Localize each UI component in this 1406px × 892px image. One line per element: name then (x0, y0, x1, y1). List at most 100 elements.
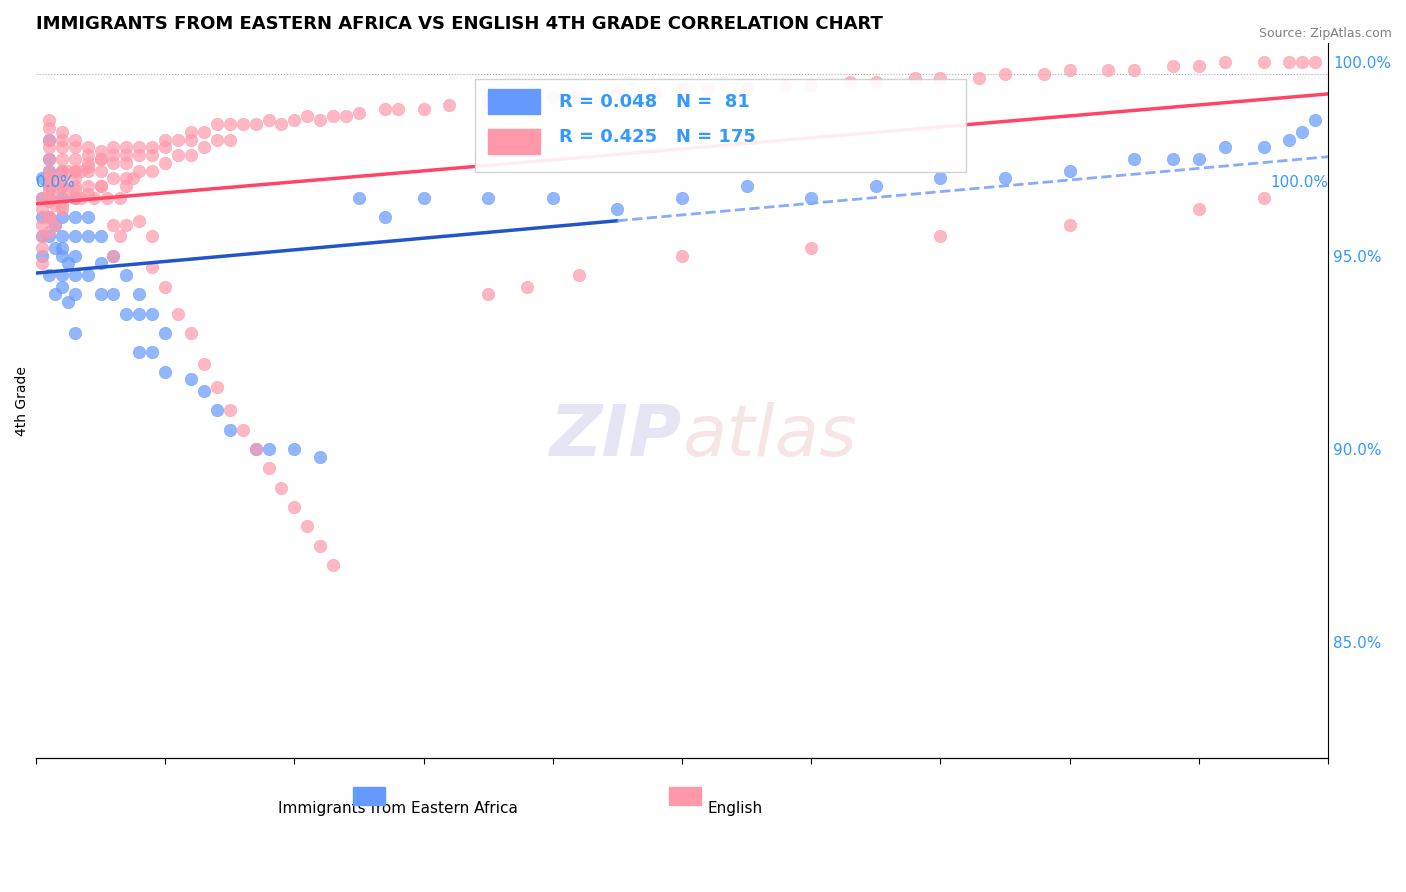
Point (322, 558, 344, 572)
Point (63, 152, 86, 166)
Point (44, 218, 66, 232)
Point (335, 109, 357, 123)
Point (153, 279, 176, 293)
Point (38, 191, 60, 205)
Point (38, 163, 60, 178)
Point (929, 229, 952, 244)
Point (63, 163, 86, 178)
Point (218, 423, 240, 437)
Point (245, 442, 267, 456)
Point (51, 152, 73, 166)
Point (128, 214, 150, 228)
Point (270, 481, 292, 495)
Point (477, 94, 499, 108)
Point (193, 125, 215, 139)
Point (800, 78, 823, 93)
Point (800, 191, 823, 205)
Point (322, 109, 344, 123)
Point (865, 74, 887, 88)
Point (76, 163, 98, 178)
Point (38, 152, 60, 166)
Point (606, 202, 628, 217)
Point (63, 178, 86, 193)
Point (38, 171, 60, 186)
Point (1291, 125, 1313, 139)
Point (38, 210, 60, 224)
Point (31, 191, 53, 205)
Point (31, 229, 53, 244)
Point (115, 148, 138, 162)
Point (38, 194, 60, 209)
Point (141, 163, 163, 178)
Point (994, 171, 1017, 186)
Point (108, 229, 131, 244)
Point (63, 268, 86, 282)
Point (568, 268, 591, 282)
Point (1161, 152, 1184, 166)
Point (44, 241, 66, 255)
Point (44, 183, 66, 197)
Point (1059, 218, 1081, 232)
Point (90, 144, 112, 158)
Point (90, 152, 112, 166)
Point (671, 82, 693, 96)
Point (180, 125, 202, 139)
Point (374, 102, 396, 116)
Point (44, 171, 66, 186)
Point (103, 287, 125, 301)
Point (90, 178, 112, 193)
Point (38, 210, 60, 224)
Point (439, 97, 461, 112)
Point (51, 163, 73, 178)
Point (63, 326, 86, 340)
Point (153, 365, 176, 379)
Point (141, 148, 163, 162)
Point (63, 163, 86, 178)
Point (108, 191, 131, 205)
Point (38, 191, 60, 205)
Point (103, 218, 125, 232)
Point (58, 163, 80, 178)
Point (63, 287, 86, 301)
Point (775, 78, 797, 93)
Point (31, 191, 53, 205)
Point (503, 94, 526, 108)
Point (70, 191, 93, 205)
Point (115, 178, 138, 193)
Point (193, 384, 215, 398)
Point (51, 163, 73, 178)
Point (541, 191, 564, 205)
Text: Source: ZipAtlas.com: Source: ZipAtlas.com (1258, 27, 1392, 40)
Point (257, 113, 280, 128)
Point (153, 155, 176, 169)
Point (1059, 62, 1081, 77)
Point (58, 256, 80, 270)
Point (128, 307, 150, 321)
Point (1123, 62, 1146, 77)
Point (387, 102, 409, 116)
Point (128, 148, 150, 162)
Point (90, 229, 112, 244)
Point (31, 249, 53, 263)
Point (51, 171, 73, 186)
Point (76, 210, 98, 224)
Point (283, 500, 305, 514)
Point (1059, 163, 1081, 178)
Text: 100.0%: 100.0% (1270, 175, 1329, 189)
Point (541, 90, 564, 104)
Point (76, 160, 98, 174)
Point (51, 125, 73, 139)
Point (232, 117, 254, 131)
Point (412, 102, 434, 116)
Bar (669, 787, 702, 805)
Point (128, 345, 150, 359)
Point (1303, 113, 1326, 128)
Point (1123, 152, 1146, 166)
Point (38, 132, 60, 146)
Point (51, 210, 73, 224)
Point (477, 191, 499, 205)
Point (83, 191, 105, 205)
Point (270, 117, 292, 131)
Point (90, 163, 112, 178)
Point (1188, 59, 1211, 73)
